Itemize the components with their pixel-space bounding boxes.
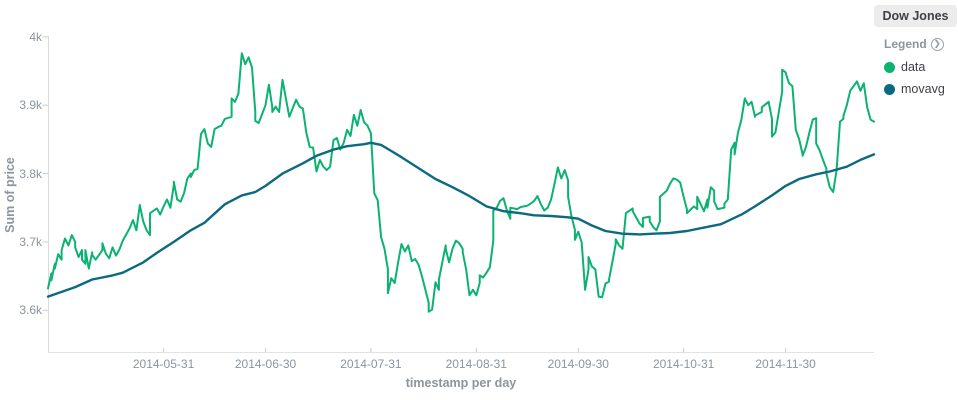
legend-items: data movavg [884, 60, 958, 96]
y-tick-label: 3.8k [19, 166, 42, 181]
x-tick-label: 2014-11-30 [755, 357, 816, 371]
x-tick-label: 2014-07-31 [340, 357, 402, 371]
legend-panel: Dow Jones Legend ❯ data movavg [874, 0, 958, 400]
y-tick-label: 3.9k [19, 98, 42, 113]
legend-header: Legend ❯ [884, 37, 958, 51]
legend-item-movavg[interactable]: movavg [884, 82, 958, 96]
y-tick-label: 3.6k [19, 303, 42, 318]
legend-item-label: data [901, 60, 926, 74]
x-tick-label: 2014-06-30 [234, 357, 297, 371]
legend-swatch-icon [884, 61, 895, 73]
movavg-series-line[interactable] [46, 141, 876, 298]
x-tick-label: 2014-09-30 [547, 357, 609, 371]
x-tick-label: 2014-08-31 [445, 357, 507, 371]
legend-swatch-icon [884, 83, 895, 95]
legend-label: Legend [884, 37, 927, 51]
x-tick-label: 2014-10-31 [652, 357, 715, 371]
legend-item-label: movavg [901, 82, 945, 96]
y-tick-label: 3.7k [19, 234, 42, 249]
x-tick-label: 2014-05-31 [132, 357, 195, 371]
panel-title: Dow Jones [874, 5, 957, 27]
data-series-line[interactable] [47, 52, 875, 313]
legend-toggle-icon[interactable]: ❯ [930, 37, 944, 51]
legend-item-data[interactable]: data [884, 60, 958, 74]
y-tick-label: 4k [29, 29, 42, 44]
x-axis-title: timestamp per day [405, 376, 517, 390]
